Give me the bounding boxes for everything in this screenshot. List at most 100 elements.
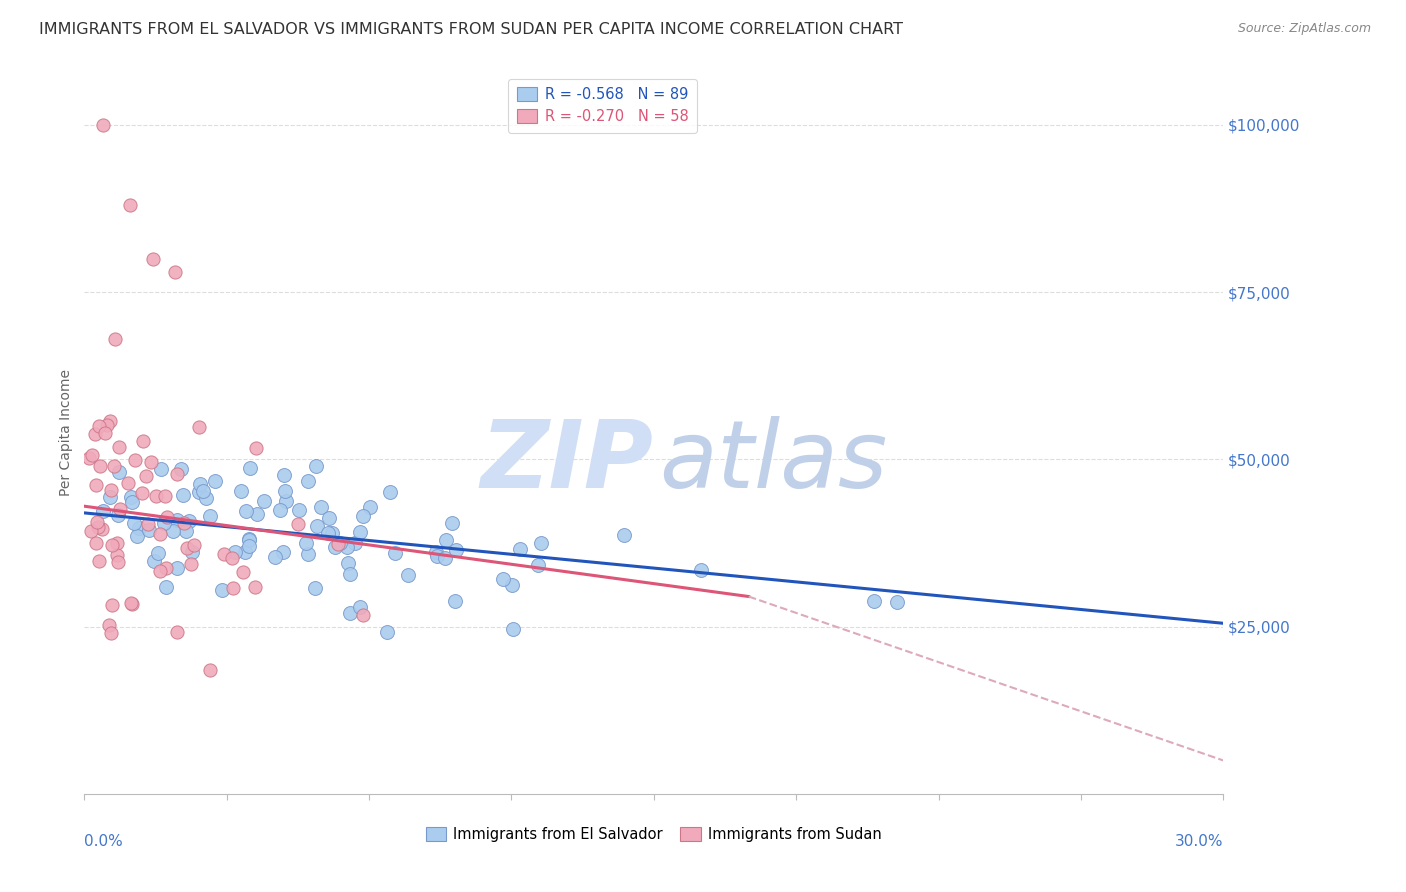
Point — [229, 484, 252, 499]
Text: Source: ZipAtlas.com: Source: ZipAtlas.com — [1237, 22, 1371, 36]
Point — [136, 516, 159, 531]
Point — [502, 623, 524, 637]
Point — [492, 572, 515, 586]
Point — [352, 508, 374, 523]
Point — [309, 500, 332, 515]
Point — [131, 485, 153, 500]
Point — [194, 491, 217, 505]
Point — [297, 547, 319, 561]
Point — [188, 420, 211, 434]
Point — [143, 554, 166, 568]
Point — [444, 594, 467, 608]
Point — [152, 516, 174, 531]
Point — [120, 490, 142, 504]
Point — [84, 478, 107, 492]
Point — [155, 580, 177, 594]
Point — [107, 440, 129, 454]
Point — [146, 546, 169, 560]
Text: 0.0%: 0.0% — [84, 834, 124, 848]
Point — [172, 488, 194, 502]
Point — [245, 442, 267, 456]
Point — [509, 542, 531, 557]
Point — [329, 535, 352, 549]
Point — [100, 414, 122, 428]
Point — [295, 536, 318, 550]
Point — [145, 489, 167, 503]
Point — [166, 561, 188, 575]
Legend: Immigrants from El Salvador, Immigrants from Sudan: Immigrants from El Salvador, Immigrants … — [420, 822, 887, 848]
Point — [138, 523, 160, 537]
Point — [271, 544, 294, 558]
Text: atlas: atlas — [659, 416, 887, 507]
Point — [352, 607, 374, 622]
Point — [100, 483, 122, 498]
Point — [211, 582, 233, 597]
Text: IMMIGRANTS FROM EL SALVADOR VS IMMIGRANTS FROM SUDAN PER CAPITA INCOME CORRELATI: IMMIGRANTS FROM EL SALVADOR VS IMMIGRANT… — [39, 22, 904, 37]
Point — [318, 526, 340, 541]
Point — [318, 511, 340, 525]
Point — [132, 434, 155, 449]
Y-axis label: Per Capita Income: Per Capita Income — [59, 369, 73, 496]
Point — [84, 426, 107, 441]
Point — [87, 418, 110, 433]
Point — [232, 565, 254, 579]
Text: 30.0%: 30.0% — [1175, 834, 1223, 848]
Point — [339, 606, 361, 620]
Point — [204, 474, 226, 488]
Point — [101, 538, 124, 552]
Point — [80, 524, 103, 538]
Point — [120, 596, 142, 610]
Point — [224, 545, 246, 559]
Point — [162, 524, 184, 538]
Point — [862, 594, 884, 608]
Point — [121, 597, 143, 611]
Point — [425, 545, 447, 559]
Point — [100, 626, 122, 640]
Point — [149, 564, 172, 578]
Point — [177, 514, 200, 528]
Point — [243, 580, 266, 594]
Point — [90, 522, 112, 536]
Point — [200, 508, 222, 523]
Point — [235, 504, 257, 518]
Point — [174, 524, 197, 539]
Point — [107, 465, 129, 479]
Point — [105, 548, 128, 562]
Point — [155, 510, 177, 524]
Point — [380, 485, 402, 500]
Point — [246, 507, 269, 521]
Point — [349, 524, 371, 539]
Point — [434, 550, 457, 565]
Point — [96, 417, 118, 432]
Point — [276, 494, 298, 508]
Text: ZIP: ZIP — [481, 416, 654, 508]
Point — [384, 546, 406, 560]
Point — [434, 533, 457, 547]
Point — [233, 545, 256, 559]
Point — [98, 490, 121, 504]
Point — [169, 462, 191, 476]
Point — [339, 566, 361, 581]
Point — [359, 500, 381, 514]
Point — [344, 535, 367, 549]
Point — [273, 467, 295, 482]
Point — [121, 495, 143, 509]
Point — [103, 459, 125, 474]
Point — [166, 513, 188, 527]
Point — [89, 554, 111, 568]
Point — [239, 460, 262, 475]
Point — [426, 549, 449, 563]
Point — [297, 474, 319, 488]
Point — [104, 332, 127, 346]
Point — [212, 548, 235, 562]
Point — [375, 625, 398, 640]
Point — [93, 118, 115, 132]
Point — [336, 540, 359, 554]
Point — [269, 503, 291, 517]
Point — [613, 528, 636, 542]
Point — [148, 527, 170, 541]
Point — [173, 516, 195, 531]
Point — [886, 595, 908, 609]
Point — [501, 577, 523, 591]
Point — [191, 484, 214, 499]
